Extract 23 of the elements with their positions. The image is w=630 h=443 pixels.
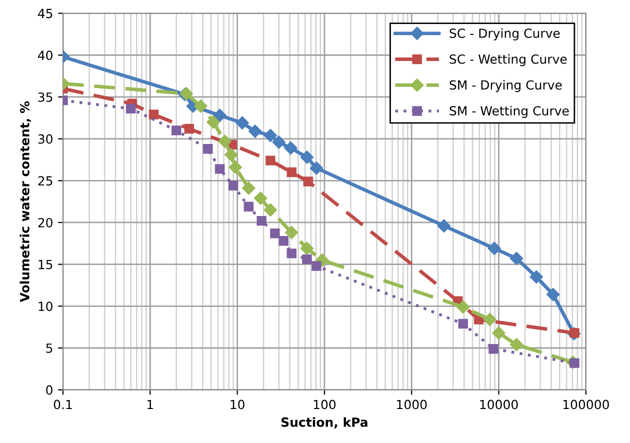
y-tick-label: 25 [38,176,52,186]
x-tick-label: 100 [314,400,336,410]
x-tick-label: 10 [230,400,244,410]
y-tick-label: 5 [46,344,52,353]
x-tick-label: 0.1 [54,400,72,410]
y-tick-label: 10 [38,302,52,312]
x-tick-label: 1 [148,400,153,410]
y-tick-label: 30 [38,134,52,144]
y-tick-label: 40 [38,50,52,60]
y-axis-title: Volumetric water content, % [20,101,31,302]
y-tick-label: 45 [38,8,52,18]
legend-label: SM - Drying Curve [450,80,562,92]
legend-label: SC - Drying Curve [450,28,560,40]
x-tick-label: 1000 [397,400,427,410]
y-tick-label: 35 [38,92,52,102]
legend-label: SC - Wetting Curve [450,54,567,66]
x-tick-label: 100000 [563,400,609,410]
y-tick-label: 20 [38,218,52,228]
x-axis-title: Suction, kPa [281,417,368,428]
legend-label: SM - Wetting Curve [450,106,569,118]
x-tick-label: 10000 [480,400,518,410]
y-tick-label: 0 [46,385,52,395]
y-tick-label: 15 [38,260,52,270]
